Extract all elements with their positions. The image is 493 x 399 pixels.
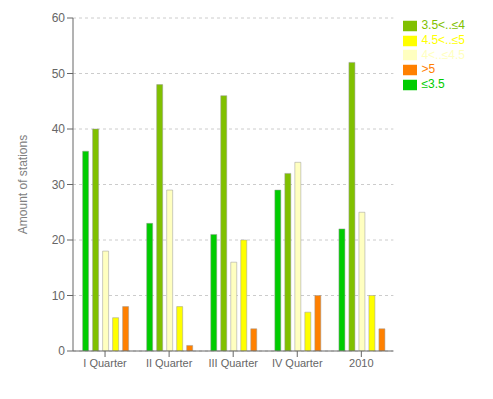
svg-text:II Quarter: II Quarter — [146, 357, 193, 369]
html-text:≤3.5: ≤3.5 — [421, 77, 445, 92]
svg-text:40: 40 — [52, 122, 66, 136]
svg-text:2010: 2010 — [349, 357, 373, 369]
html-text:>5: >5 — [421, 62, 436, 77]
svg-text:30: 30 — [52, 178, 66, 192]
svg-text:Amount of stations: Amount of stations — [16, 135, 30, 234]
svg-text:10: 10 — [52, 289, 66, 303]
svg-text:III Quarter: III Quarter — [208, 357, 258, 369]
svg-text:60: 60 — [52, 11, 66, 25]
html-text:3.5<..≤4: 3.5<..≤4 — [421, 18, 465, 32]
svg-text:I Quarter: I Quarter — [83, 357, 127, 369]
svg-text:50: 50 — [52, 67, 66, 81]
svg-text:IV Quarter: IV Quarter — [272, 357, 323, 369]
html-text:4<..≤4.5: 4<..≤4.5 — [421, 47, 465, 62]
svg-text:0: 0 — [58, 344, 65, 358]
svg-text:20: 20 — [52, 233, 66, 247]
html-text:4.5<..≤5: 4.5<..≤5 — [421, 32, 465, 47]
